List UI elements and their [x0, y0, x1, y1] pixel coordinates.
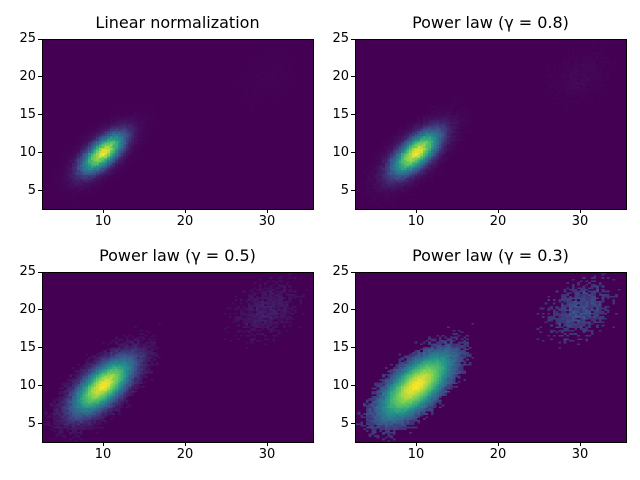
x-tick-label: 30 — [258, 214, 276, 229]
x-tick-label: 30 — [258, 447, 276, 462]
y-tick-mark — [351, 114, 355, 116]
y-tick-mark — [351, 423, 355, 425]
x-tick-label: 10 — [94, 214, 112, 229]
heatmap-panel-1: Linear normalization 10 20 30 5 10 15 20 25 — [19, 13, 314, 229]
x-tick-mark — [266, 209, 268, 213]
y-tick-mark — [351, 347, 355, 349]
panel-title: Power law (γ = 0.3) — [412, 246, 569, 265]
panel-title: Power law (γ = 0.8) — [412, 13, 569, 32]
y-tick-label: 20 — [19, 68, 36, 84]
y-tick-label: 25 — [332, 31, 349, 46]
x-tick-label: 10 — [407, 447, 425, 462]
y-tick-label: 10 — [19, 377, 36, 393]
x-tick-mark — [184, 442, 186, 446]
x-tick-label: 10 — [94, 447, 112, 462]
heatmap-cells — [355, 39, 626, 209]
y-tick-label: 25 — [332, 264, 349, 279]
x-tick-mark — [415, 209, 417, 213]
x-tick-label: 20 — [489, 214, 507, 229]
x-tick-label: 20 — [489, 447, 507, 462]
heatmap-panel-2: Power law (γ = 0.8) 10 20 30 5 10 15 20 25 — [332, 13, 627, 229]
y-tick-mark — [38, 114, 42, 116]
y-tick-label: 20 — [332, 68, 349, 84]
y-tick-mark — [38, 423, 42, 425]
y-tick-label: 15 — [19, 106, 36, 122]
y-tick-mark — [38, 309, 42, 311]
y-tick-label: 10 — [332, 377, 349, 393]
heatmap-cells — [355, 272, 626, 442]
y-tick-mark — [38, 38, 42, 40]
y-tick-label: 15 — [332, 106, 349, 122]
x-tick-label: 30 — [571, 214, 589, 229]
x-tick-mark — [102, 442, 104, 446]
y-tick-mark — [351, 152, 355, 154]
x-tick-label: 20 — [176, 447, 194, 462]
y-tick-label: 5 — [340, 415, 349, 431]
y-tick-mark — [351, 385, 355, 387]
y-tick-mark — [38, 76, 42, 78]
x-tick-mark — [579, 442, 581, 446]
y-tick-label: 25 — [19, 264, 36, 279]
x-tick-mark — [415, 442, 417, 446]
y-tick-mark — [38, 152, 42, 154]
y-tick-label: 10 — [332, 144, 349, 160]
heatmap-cells — [42, 39, 313, 209]
y-tick-label: 5 — [27, 415, 36, 431]
x-tick-mark — [266, 442, 268, 446]
y-tick-label: 25 — [19, 31, 36, 46]
y-tick-mark — [38, 347, 42, 349]
heatmap-panel-4: Power law (γ = 0.3) 10 20 30 5 10 15 20 25 — [332, 246, 627, 462]
y-tick-label: 5 — [27, 182, 36, 198]
x-tick-mark — [497, 442, 499, 446]
x-tick-mark — [497, 209, 499, 213]
panel-title: Power law (γ = 0.5) — [99, 246, 256, 265]
y-tick-label: 15 — [332, 339, 349, 355]
x-tick-mark — [184, 209, 186, 213]
x-tick-label: 30 — [571, 447, 589, 462]
heatmap-panel-3: Power law (γ = 0.5) 10 20 30 5 10 15 20 25 — [19, 246, 314, 462]
y-tick-label: 20 — [332, 301, 349, 317]
y-tick-label: 10 — [19, 144, 36, 160]
y-tick-mark — [351, 309, 355, 311]
y-tick-label: 5 — [340, 182, 349, 198]
y-tick-mark — [351, 38, 355, 40]
heatmap-cells — [42, 272, 313, 442]
x-tick-label: 10 — [407, 214, 425, 229]
y-tick-mark — [38, 190, 42, 192]
x-tick-label: 20 — [176, 214, 194, 229]
y-tick-mark — [38, 385, 42, 387]
y-tick-mark — [351, 190, 355, 192]
y-tick-mark — [351, 76, 355, 78]
y-tick-label: 15 — [19, 339, 36, 355]
y-tick-mark — [351, 271, 355, 273]
x-tick-mark — [579, 209, 581, 213]
y-tick-label: 20 — [19, 301, 36, 317]
x-tick-mark — [102, 209, 104, 213]
y-tick-mark — [38, 271, 42, 273]
panel-title: Linear normalization — [95, 13, 260, 32]
